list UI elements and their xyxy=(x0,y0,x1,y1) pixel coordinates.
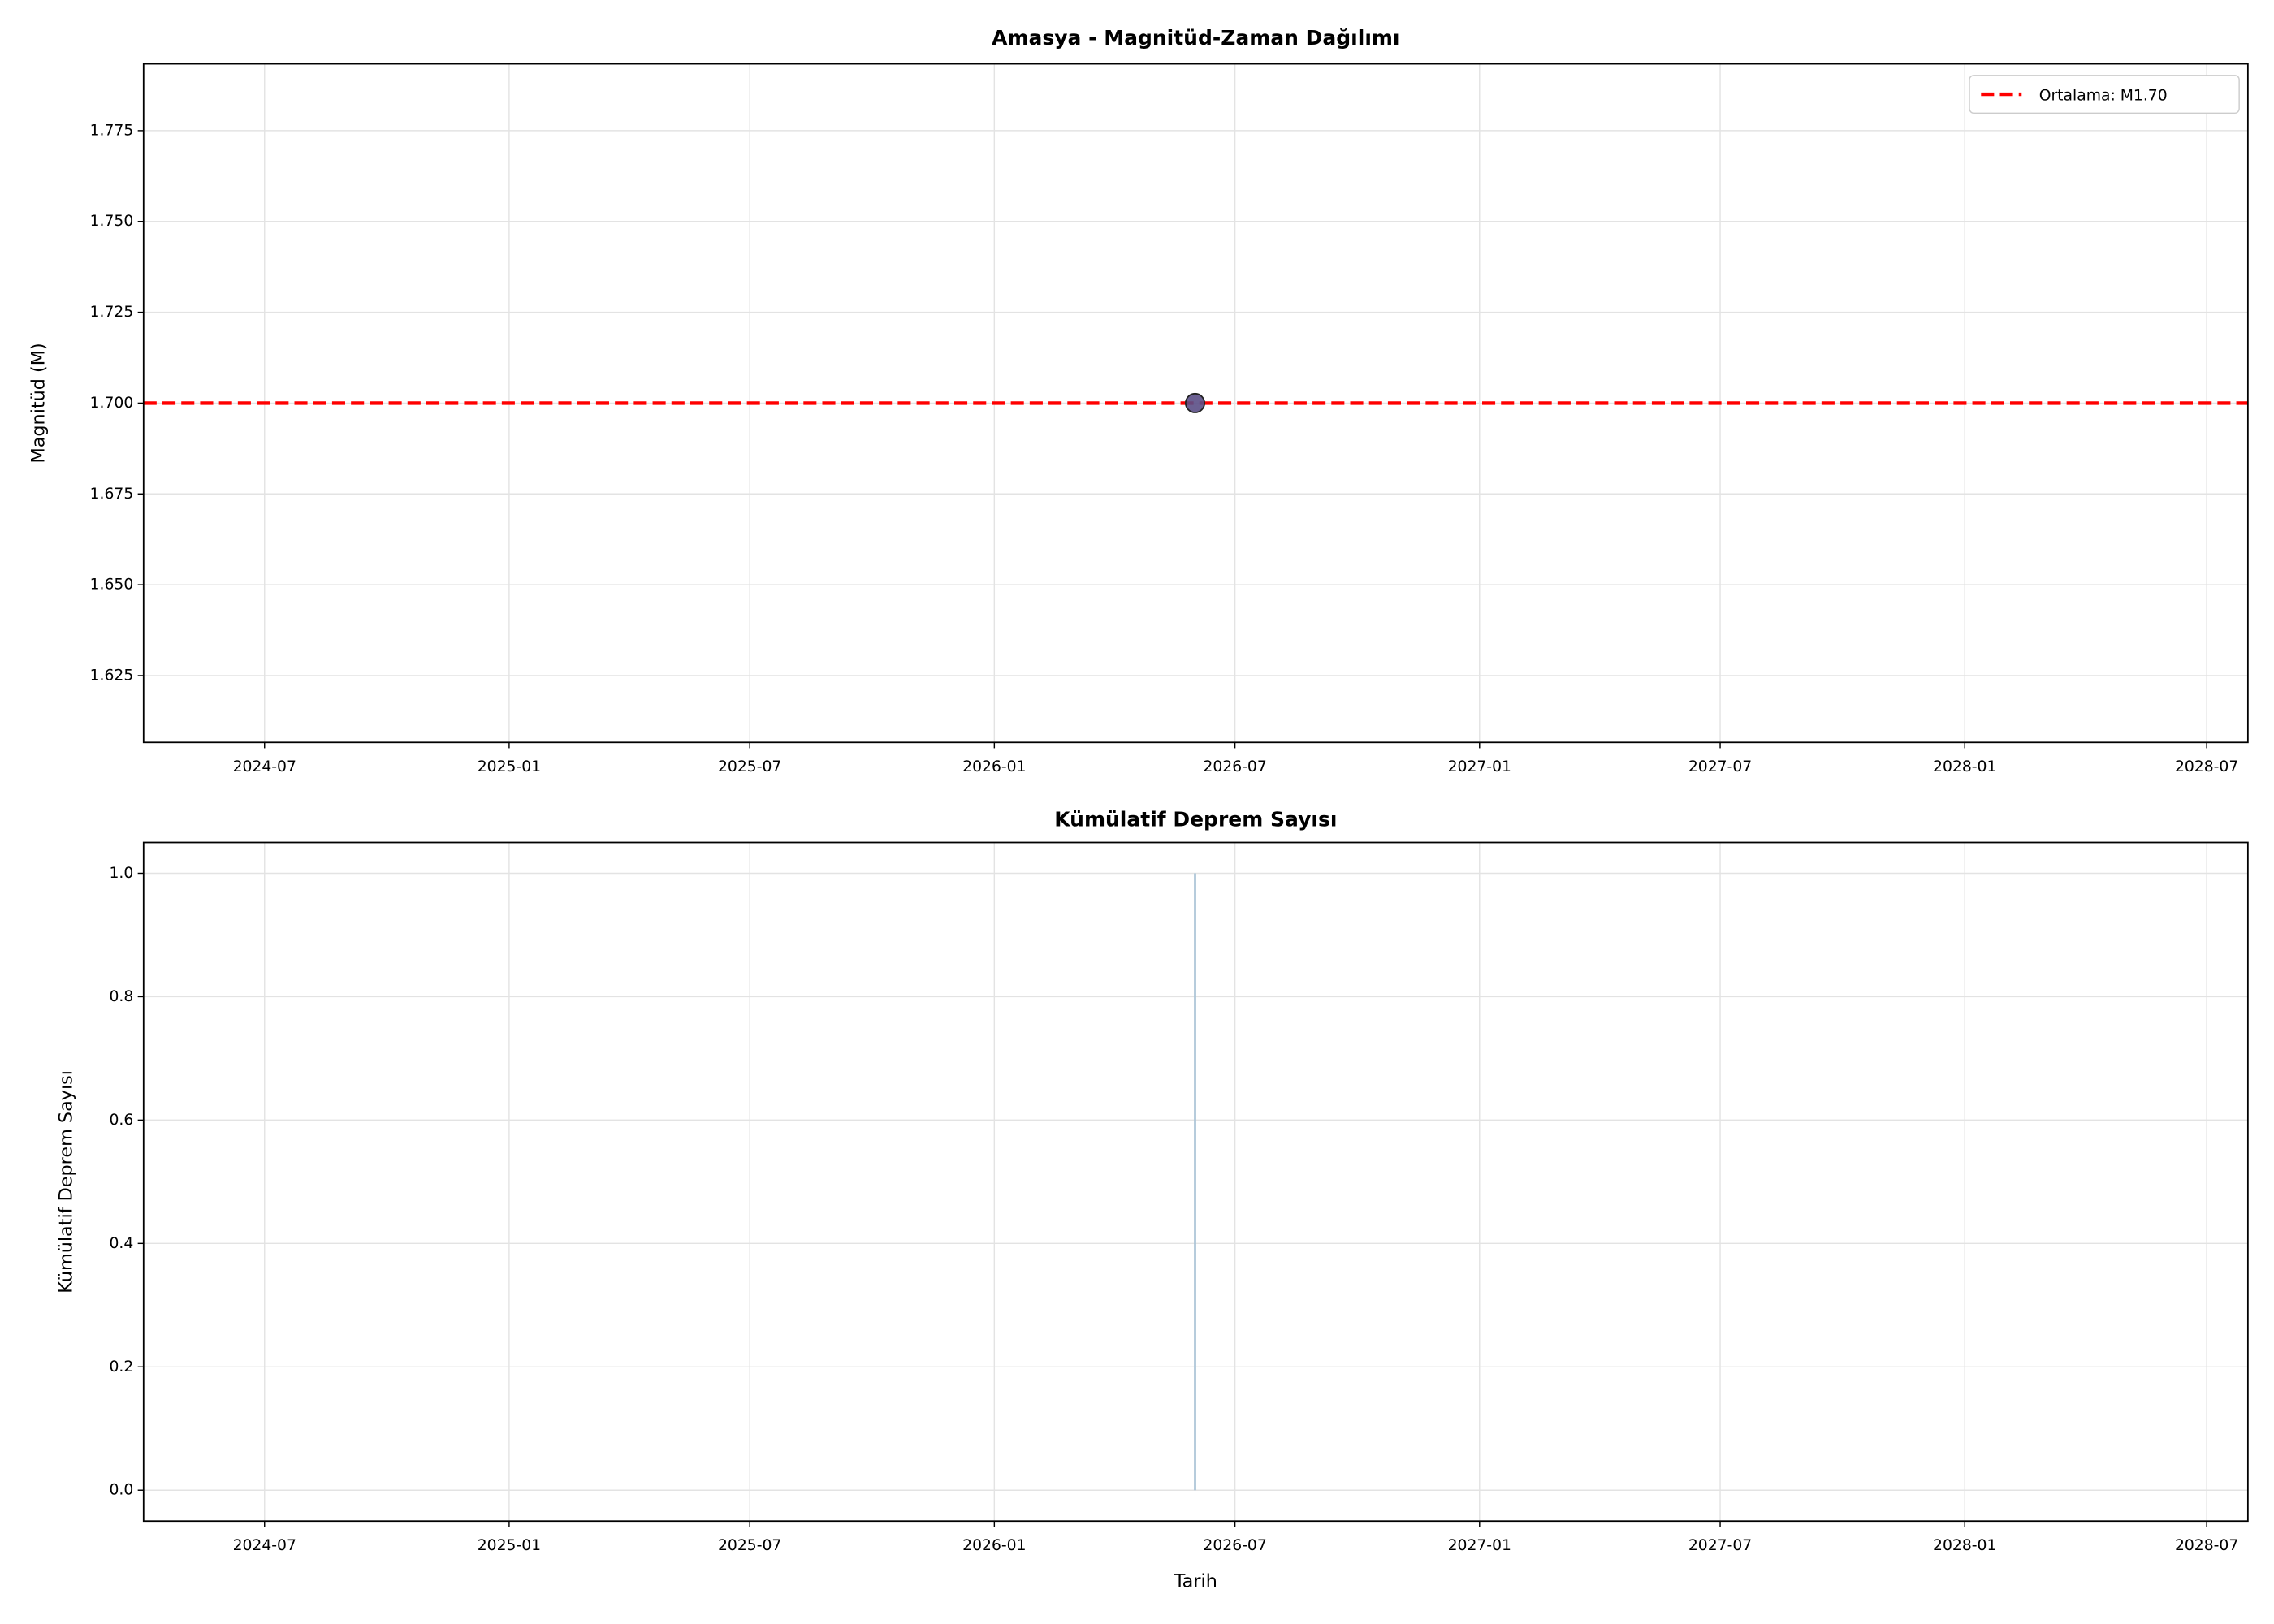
legend-label: Ortalama: M1.70 xyxy=(2039,87,2168,104)
x-tick-label: 2028-07 xyxy=(2175,758,2238,775)
plot-frame xyxy=(142,841,2249,1522)
x-tick-label: 2025-07 xyxy=(718,1537,781,1554)
y-tick-label: 0.0 xyxy=(109,1482,133,1499)
chart-title: Kümülatif Deprem Sayısı xyxy=(1054,808,1337,831)
y-tick-label: 1.0 xyxy=(109,865,133,882)
x-tick-label: 2024-07 xyxy=(233,758,296,775)
y-tick-label: 1.750 xyxy=(90,213,134,230)
y-tick-label: 1.700 xyxy=(90,395,134,412)
y-tick-label: 1.725 xyxy=(90,304,134,321)
x-tick-label: 2025-07 xyxy=(718,758,781,775)
y-tick-label: 1.675 xyxy=(90,486,134,503)
plot-frame xyxy=(142,63,2249,744)
x-tick-label: 2028-01 xyxy=(1933,758,1996,775)
y-axis-label: Magnitüd (M) xyxy=(28,343,50,463)
x-tick-label: 2025-01 xyxy=(478,1537,541,1554)
y-tick-label: 1.650 xyxy=(90,577,134,594)
y-tick-label: 1.775 xyxy=(90,122,134,139)
y-tick-label: 0.2 xyxy=(109,1358,133,1376)
x-tick-label: 2027-01 xyxy=(1448,758,1511,775)
x-tick-label: 2026-07 xyxy=(1203,1537,1266,1554)
x-tick-label: 2027-01 xyxy=(1448,1537,1511,1554)
y-axis-label: Kümülatif Deprem Sayısı xyxy=(56,1070,77,1294)
chart-title: Amasya - Magnitüd-Zaman Dağılımı xyxy=(992,26,1399,50)
x-tick-label: 2026-07 xyxy=(1203,758,1266,775)
x-tick-label: 2027-07 xyxy=(1688,758,1752,775)
x-axis-label: Tarih xyxy=(1174,1571,1217,1592)
x-tick-label: 2025-01 xyxy=(478,758,541,775)
y-tick-label: 1.625 xyxy=(90,667,134,684)
x-tick-label: 2028-01 xyxy=(1933,1537,1996,1554)
legend-box xyxy=(1969,75,2240,114)
data-point xyxy=(1185,392,1206,413)
y-tick-label: 0.8 xyxy=(109,988,133,1005)
y-tick-label: 0.4 xyxy=(109,1235,133,1252)
x-tick-label: 2028-07 xyxy=(2175,1537,2238,1554)
x-tick-label: 2027-07 xyxy=(1688,1537,1752,1554)
x-tick-label: 2026-01 xyxy=(962,758,1026,775)
y-tick-label: 0.6 xyxy=(109,1112,133,1129)
x-tick-label: 2026-01 xyxy=(962,1537,1026,1554)
x-tick-label: 2024-07 xyxy=(233,1537,296,1554)
